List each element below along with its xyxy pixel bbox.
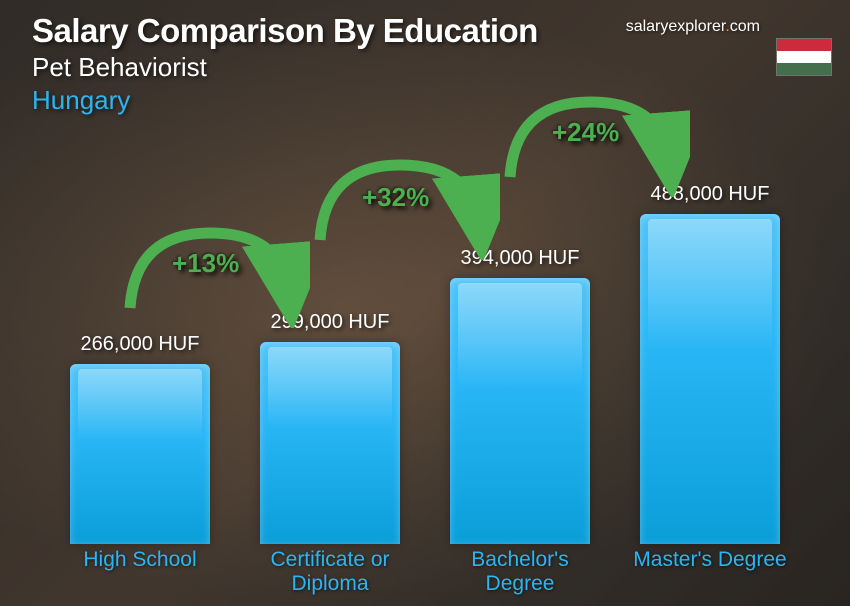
- increase-arrow: +24%: [490, 87, 690, 197]
- header: Salary Comparison By Education Pet Behav…: [32, 12, 538, 116]
- increase-pct: +24%: [552, 117, 619, 148]
- country-flag-icon: [776, 38, 832, 76]
- x-label: High School: [55, 548, 225, 572]
- page-title: Salary Comparison By Education: [32, 12, 538, 50]
- flag-stripe-bot: [777, 63, 831, 75]
- bar-group: 266,000 HUF: [65, 333, 215, 544]
- bar: [260, 342, 400, 544]
- x-label: Master's Degree: [625, 548, 795, 572]
- increase-arrow: +13%: [110, 218, 310, 328]
- job-title: Pet Behaviorist: [32, 52, 538, 83]
- increase-pct: +32%: [362, 182, 429, 213]
- bar-group: 299,000 HUF: [255, 311, 405, 544]
- chart-container: Salary Comparison By Education Pet Behav…: [0, 0, 850, 606]
- bar: [70, 364, 210, 544]
- flag-stripe-mid: [777, 51, 831, 63]
- bar: [640, 214, 780, 544]
- flag-stripe-top: [777, 39, 831, 51]
- increase-arrow: +32%: [300, 150, 500, 260]
- bar-group: 394,000 HUF: [445, 247, 595, 544]
- watermark: salaryexplorer.com: [626, 18, 760, 36]
- watermark-prefix: salaryexplorer: [626, 18, 726, 35]
- bar-group: 488,000 HUF: [635, 183, 785, 544]
- country-name: Hungary: [32, 85, 538, 116]
- increase-pct: +13%: [172, 248, 239, 279]
- bar: [450, 278, 590, 544]
- x-label: Bachelor's Degree: [435, 548, 605, 596]
- x-axis-labels: High School Certificate or Diploma Bache…: [40, 548, 800, 598]
- watermark-suffix: com: [730, 18, 760, 35]
- bar-value-label: 266,000 HUF: [81, 333, 200, 356]
- x-label: Certificate or Diploma: [245, 548, 415, 596]
